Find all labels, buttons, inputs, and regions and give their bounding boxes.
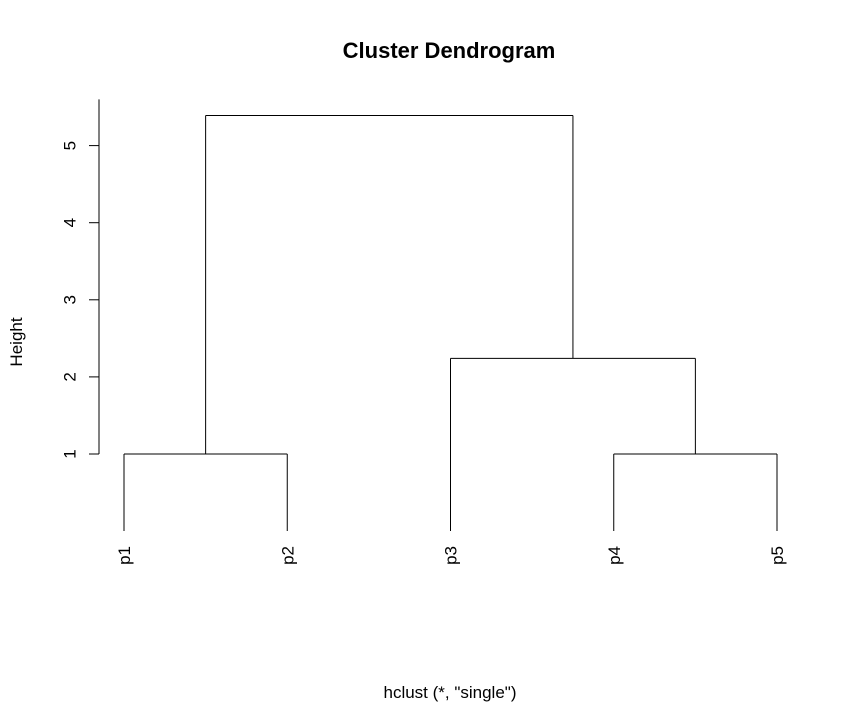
leaf-labels: p1 p2 p3 p4 p5	[115, 546, 787, 565]
dendrogram-branches	[123, 115, 778, 531]
leaf-label-p2: p2	[278, 546, 297, 565]
y-axis: 1 2 3 4 5	[60, 99, 100, 459]
chart-title: Cluster Dendrogram	[343, 38, 556, 63]
y-tick-label: 2	[60, 372, 79, 381]
y-tick-label: 1	[60, 449, 79, 458]
y-tick-label: 4	[60, 218, 79, 227]
leaf-label-p1: p1	[115, 546, 134, 565]
y-tick-label: 5	[60, 141, 79, 150]
y-axis-label: Height	[7, 317, 26, 366]
leaf-label-p4: p4	[605, 546, 624, 565]
y-tick-label: 3	[60, 295, 79, 304]
x-axis-label: hclust (*, "single")	[383, 683, 516, 702]
leaf-label-p5: p5	[768, 546, 787, 565]
leaf-label-p3: p3	[442, 546, 461, 565]
